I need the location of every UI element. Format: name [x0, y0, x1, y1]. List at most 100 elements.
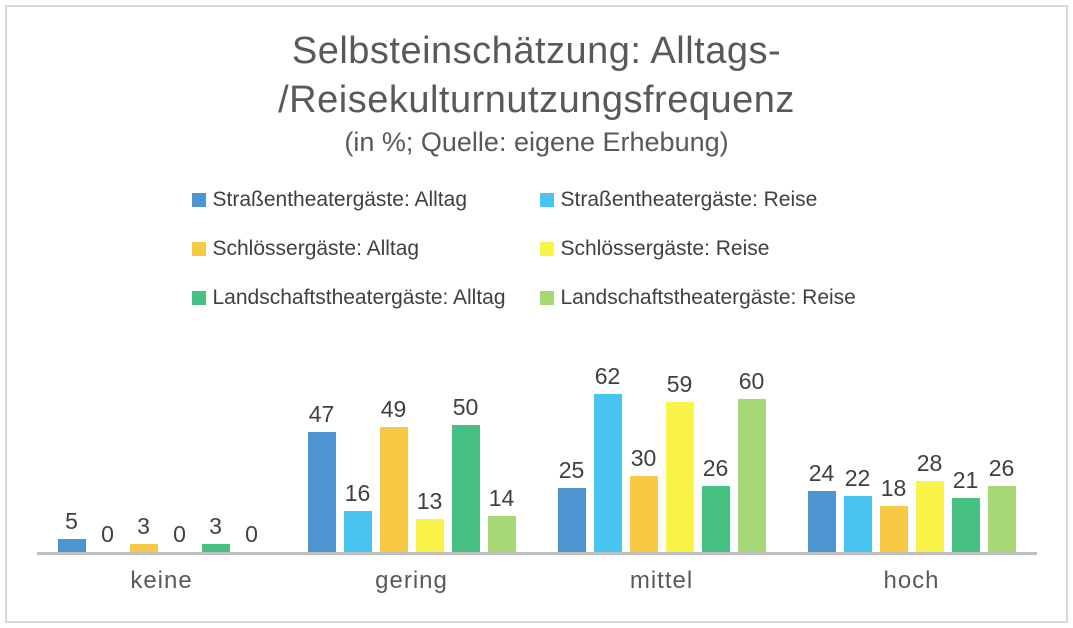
bar — [807, 491, 836, 553]
bar — [379, 427, 408, 553]
bar-slot: 50 — [451, 394, 480, 553]
bar — [451, 425, 480, 553]
bar-value-label: 22 — [844, 465, 871, 492]
bar — [487, 516, 516, 553]
bar-slot: 60 — [737, 368, 766, 553]
chart-title: Selbsteinschätzung: Alltags- /Reisekultu… — [7, 27, 1066, 124]
bar-slot: 18 — [879, 475, 908, 553]
bar-group: 24 22 18 28 21 26 — [787, 450, 1037, 553]
bar-value-label: 0 — [173, 521, 186, 548]
bar-slot: 14 — [487, 485, 516, 553]
category-labels: keine gering mittel hoch — [37, 555, 1037, 595]
bar — [557, 488, 586, 553]
bar-value-label: 60 — [738, 368, 765, 395]
bar-slot: 30 — [629, 445, 658, 553]
legend-item: Landschaftstheatergäste: Reise — [539, 286, 872, 310]
chart-legend: Straßentheatergäste: Alltag Straßentheate… — [191, 188, 882, 310]
bar-value-label: 25 — [558, 457, 585, 484]
bar-value-label: 59 — [666, 371, 693, 398]
bar-value-label: 5 — [65, 508, 78, 535]
chart-subtitle: (in %; Quelle: eigene Erhebung) — [344, 127, 729, 158]
bar — [343, 511, 372, 553]
bar-value-label: 47 — [308, 401, 335, 428]
bar-slot: 25 — [557, 457, 586, 553]
bar — [307, 432, 336, 553]
legend-item: Schlössergäste: Reise — [539, 237, 872, 261]
legend-item: Landschaftstheatergäste: Alltag — [191, 286, 540, 310]
bar-slot: 62 — [593, 363, 622, 553]
bar-slot: 0 — [94, 521, 122, 552]
bar — [593, 394, 622, 553]
bar-value-label: 3 — [209, 513, 222, 540]
legend-swatch-icon — [539, 291, 554, 306]
bar-slot: 26 — [701, 455, 730, 553]
legend-label: Schlössergäste: Reise — [560, 237, 770, 261]
bar-slot: 16 — [343, 480, 372, 553]
bar-value-label: 3 — [137, 513, 150, 540]
legend-swatch-icon — [191, 193, 206, 208]
plot-groups: 5 0 3 0 3 0 47 16 49 13 50 14 25 62 30 59 26 60 24 22 18 28 21… — [36, 338, 1037, 556]
legend-label: Landschaftstheatergäste: Reise — [560, 286, 856, 310]
bar — [629, 476, 658, 553]
legend-label: Landschaftstheatergäste: Alltag — [212, 286, 506, 310]
category-label: gering — [375, 567, 448, 595]
bar — [201, 544, 230, 553]
legend-swatch-icon — [539, 242, 554, 257]
bar-value-label: 0 — [101, 521, 114, 548]
bar-value-label: 49 — [380, 396, 407, 423]
bar — [701, 486, 730, 553]
bar — [843, 496, 872, 553]
bar-slot: 47 — [307, 401, 336, 553]
legend-swatch-icon — [539, 193, 554, 208]
bar — [737, 399, 766, 553]
bar-slot: 5 — [57, 508, 86, 553]
bar-slot: 59 — [665, 371, 694, 553]
bar-slot: 0 — [238, 521, 266, 552]
bar-value-label: 14 — [488, 485, 515, 512]
bar-slot: 21 — [951, 467, 980, 553]
legend-label: Schlössergäste: Alltag — [212, 237, 420, 261]
bar-value-label: 18 — [880, 475, 907, 502]
legend-item: Schlössergäste: Alltag — [191, 237, 540, 261]
category-label: keine — [130, 567, 193, 595]
bar-slot: 26 — [987, 455, 1016, 553]
bar-value-label: 21 — [952, 467, 979, 494]
legend-label: Straßentheatergäste: Alltag — [212, 188, 468, 212]
bar — [129, 544, 158, 553]
category-label: hoch — [883, 567, 940, 595]
bar — [987, 486, 1016, 553]
bar — [415, 519, 444, 553]
chart-title-line2: /Reisekulturnutzungsfrequenz — [278, 78, 795, 121]
bar-value-label: 0 — [245, 521, 258, 548]
bar-value-label: 28 — [916, 450, 943, 477]
chart-frame: Selbsteinschätzung: Alltags- /Reisekultu… — [5, 5, 1068, 623]
bar-group: 47 16 49 13 50 14 — [287, 394, 537, 553]
legend-label: Straßentheatergäste: Reise — [560, 188, 818, 212]
bar — [665, 402, 694, 553]
bar-slot: 3 — [129, 513, 158, 553]
bar-slot: 49 — [379, 396, 408, 553]
bar-slot: 0 — [166, 521, 194, 552]
bar-slot: 13 — [415, 488, 444, 553]
legend-swatch-icon — [191, 291, 206, 306]
bar-value-label: 24 — [808, 460, 835, 487]
bar-value-label: 50 — [452, 394, 479, 421]
bar-value-label: 30 — [630, 445, 657, 472]
bar — [879, 506, 908, 553]
bar-value-label: 13 — [416, 488, 443, 515]
legend-item: Straßentheatergäste: Reise — [539, 188, 872, 212]
bar-group: 25 62 30 59 26 60 — [537, 363, 787, 553]
bar-slot: 24 — [807, 460, 836, 553]
chart-plot-area: 5 0 3 0 3 0 47 16 49 13 50 14 25 62 30 59 26 60 24 22 18 28 21… — [36, 338, 1037, 595]
bar-value-label: 62 — [594, 363, 621, 390]
category-label: mittel — [629, 567, 694, 595]
chart-title-line1: Selbsteinschätzung: Alltags- — [291, 30, 782, 72]
bar-slot: 3 — [201, 513, 230, 553]
bar-slot: 28 — [915, 450, 944, 553]
bar — [951, 498, 980, 553]
bar — [915, 481, 944, 553]
legend-item: Straßentheatergäste: Alltag — [191, 188, 540, 212]
bar — [57, 539, 86, 553]
bar-value-label: 26 — [702, 455, 729, 482]
